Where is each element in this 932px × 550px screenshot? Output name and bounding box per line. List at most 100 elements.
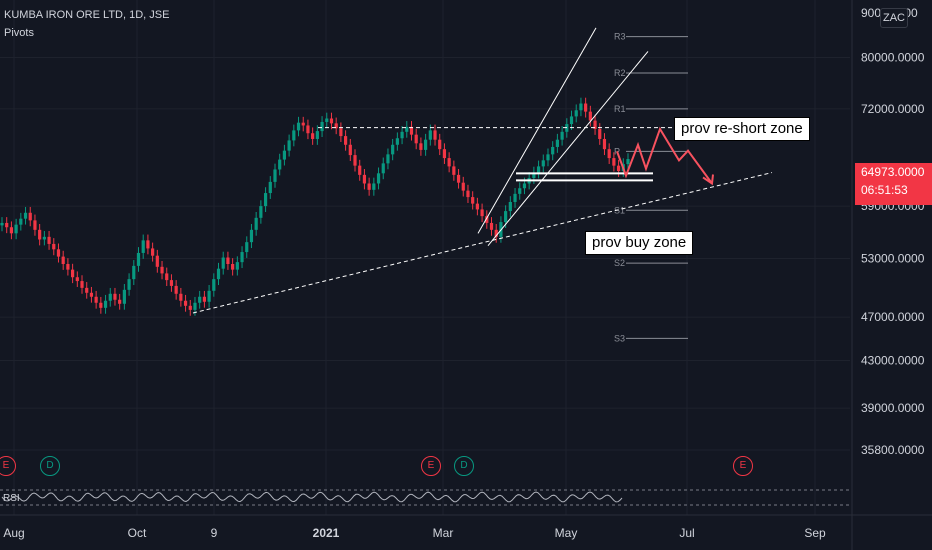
candle-body [212,279,216,291]
earnings-event-icon[interactable]: E [733,456,753,476]
buy-zone-note[interactable]: prov buy zone [585,231,694,255]
support-trendline [192,172,773,314]
dividend-event-icon[interactable]: D [454,456,474,476]
x-tick-label: Mar [433,526,454,540]
candle-body [42,236,46,240]
candle-body [193,302,197,310]
candle-body [419,143,423,150]
candle-body [89,292,94,297]
y-tick-label: 43000.0000 [861,354,925,368]
candle-body [551,146,555,155]
candle-body [494,229,498,237]
rsi-label[interactable]: RSI [3,493,20,504]
candle-body [584,103,588,112]
candle-body [508,201,512,212]
candle-body [428,130,432,140]
rsi-line [1,491,623,503]
candle-body [475,203,479,210]
candle-body [188,305,192,310]
projection-path [616,126,713,185]
candle-body [183,300,188,306]
candle-body [202,296,206,302]
y-tick-label: 53000.0000 [861,251,925,265]
candle-body [409,126,414,135]
candle-body [555,139,559,147]
candle-body [245,242,249,253]
candle-body [278,159,282,170]
candle-body [560,131,564,140]
candle-body [376,173,381,184]
candle-body [381,163,385,174]
earnings-event-icon[interactable]: E [421,456,441,476]
candle-body [146,240,150,249]
channel-line-upper [477,27,597,234]
candle-body [9,227,14,234]
candle-body [358,165,362,175]
projection-arrow-icon [702,174,714,186]
y-tick-label: 72000.0000 [861,102,925,116]
x-tick-label: 9 [211,526,218,540]
candle-body [179,293,183,301]
y-tick-label: 80000.0000 [861,50,925,64]
channel-line-lower [487,51,649,247]
candle-body [141,240,145,253]
candle-body [273,169,277,182]
candle-body [301,122,305,126]
pivot-label: S3 [614,333,625,343]
x-tick-label: Oct [128,526,147,540]
reshort-zone-note[interactable]: prov re-short zone [674,117,810,141]
candle-body [118,299,122,304]
bar-countdown: 06:51:53 [861,183,908,197]
currency-badge[interactable]: ZAC [880,8,908,28]
candle-body [61,256,65,265]
x-tick-label: Aug [3,526,24,540]
candle-body [395,138,399,145]
last-price-tag: 64973.0000 06:51:53 [855,163,932,205]
candle-body [461,182,465,191]
candle-body [343,136,348,145]
candle-body [94,296,98,303]
last-price: 64973.0000 [861,165,925,179]
pivot-label: R3 [614,32,626,42]
candle-body [311,133,315,139]
candle-body [367,183,371,190]
candle-body [513,193,517,202]
candle-body [362,174,367,184]
candle-body [433,130,437,140]
candle-body [339,128,343,137]
candle-body [5,222,9,228]
candle-body [151,248,155,256]
candle-body [23,212,28,219]
candle-body [306,125,310,134]
y-tick-label: 47000.0000 [861,310,925,324]
candle-body [263,193,268,207]
candle-body [268,181,272,194]
candle-body [66,264,70,270]
candle-body [452,166,456,175]
candle-body [480,209,484,217]
earnings-event-icon[interactable]: E [0,456,16,476]
candle-body [56,249,61,257]
candle-body [198,296,202,303]
candle-body [489,222,494,230]
candle-body [240,252,244,263]
candle-body [169,280,174,286]
candle-body [80,281,84,288]
candle-body [438,139,442,150]
candle-body [216,268,221,280]
candle-body [607,149,611,159]
candle-body [593,120,597,129]
candle-body [466,190,470,198]
candle-body [329,118,334,124]
candle-body [71,269,75,278]
dividend-event-icon[interactable]: D [40,456,60,476]
candle-body [325,118,329,122]
candle-body [155,255,159,267]
candle-body [249,229,254,243]
indicator-label[interactable]: Pivots [4,27,34,39]
candle-body [75,277,79,282]
candle-body [33,220,37,230]
candle-body [569,116,574,125]
x-tick-label: 2021 [313,526,340,540]
y-tick-label: 35800.0000 [861,443,925,457]
